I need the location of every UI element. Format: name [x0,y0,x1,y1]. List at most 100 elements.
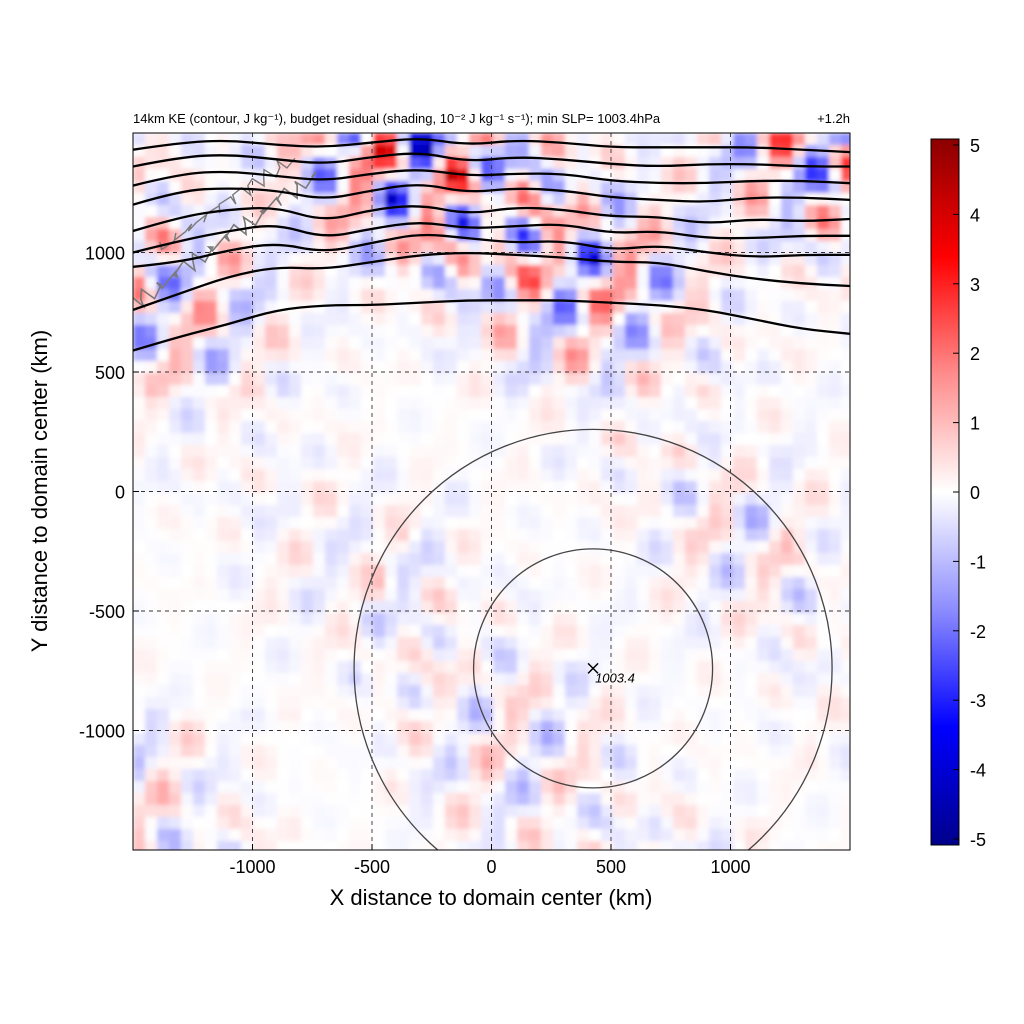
shading-cell [277,709,290,722]
shading-cell [637,217,650,230]
shading-cell [829,493,842,506]
shading-cell [601,769,614,782]
shading-cell [817,241,830,254]
shading-cell [373,349,386,362]
shading-cell [157,649,170,662]
shading-cell [193,181,206,194]
shading-cell [133,313,146,326]
shading-cell [613,481,626,494]
shading-cell [745,697,758,710]
shading-cell [217,421,230,434]
shading-cell [241,541,254,554]
shading-cell [625,205,638,218]
shading-cell [469,805,482,818]
shading-cell [157,373,170,386]
shading-cell [529,757,542,770]
shading-cell [649,385,662,398]
shading-cell [361,313,374,326]
shading-cell [373,817,386,830]
shading-cell [541,133,554,146]
shading-cell [709,769,722,782]
shading-cell [721,229,734,242]
shading-cell [613,133,626,146]
shading-cell [841,217,850,230]
shading-cell [409,649,422,662]
shading-cell [541,337,554,350]
shading-cell [385,733,398,746]
shading-cell [481,505,494,518]
shading-cell [421,745,434,758]
shading-cell [745,337,758,350]
shading-cell [709,289,722,302]
shading-cell [721,709,734,722]
shading-cell [457,661,470,674]
shading-cell [445,457,458,470]
shading-cell [817,505,830,518]
shading-cell [709,805,722,818]
shading-cell [133,541,146,554]
shading-cell [493,505,506,518]
shading-cell [589,181,602,194]
shading-cell [841,157,850,170]
shading-cell [397,145,410,158]
shading-cell [625,721,638,734]
shading-cell [637,253,650,266]
shading-cell [433,361,446,374]
shading-cell [769,229,782,242]
shading-cell [433,589,446,602]
shading-cell [361,397,374,410]
shading-cell [289,409,302,422]
shading-cell [577,445,590,458]
shading-cell [493,517,506,530]
shading-cell [685,829,698,842]
shading-cell [313,385,326,398]
shading-cell [577,577,590,590]
shading-cell [697,553,710,566]
shading-cell [745,517,758,530]
shading-cell [325,481,338,494]
shading-cell [601,709,614,722]
shading-cell [469,541,482,554]
shading-cell [517,625,530,638]
shading-cell [433,421,446,434]
shading-cell [421,241,434,254]
shading-cell [805,409,818,422]
shading-cell [829,385,842,398]
shading-cell [517,529,530,542]
shading-cell [217,265,230,278]
shading-cell [229,193,242,206]
shading-cell [277,397,290,410]
shading-cell [493,733,506,746]
shading-cell [829,709,842,722]
shading-cell [193,361,206,374]
shading-cell [337,373,350,386]
shading-cell [457,445,470,458]
shading-cell [529,505,542,518]
shading-cell [721,217,734,230]
shading-cell [793,409,806,422]
shading-cell [217,637,230,650]
shading-cell [481,313,494,326]
shading-cell [601,505,614,518]
shading-cell [145,589,158,602]
shading-cell [841,169,850,182]
shading-cell [457,349,470,362]
shading-cell [361,649,374,662]
shading-cell [253,709,266,722]
shading-cell [157,529,170,542]
shading-cell [205,397,218,410]
shading-cell [793,445,806,458]
shading-cell [217,829,230,842]
shading-cell [637,841,650,850]
shading-cell [565,637,578,650]
shading-cell [145,529,158,542]
shading-cell [373,757,386,770]
shading-cell [181,529,194,542]
shading-cell [193,637,206,650]
shading-cell [553,697,566,710]
shading-cell [589,817,602,830]
shading-cell [409,829,422,842]
shading-cell [553,733,566,746]
shading-cell [169,685,182,698]
shading-cell [397,589,410,602]
